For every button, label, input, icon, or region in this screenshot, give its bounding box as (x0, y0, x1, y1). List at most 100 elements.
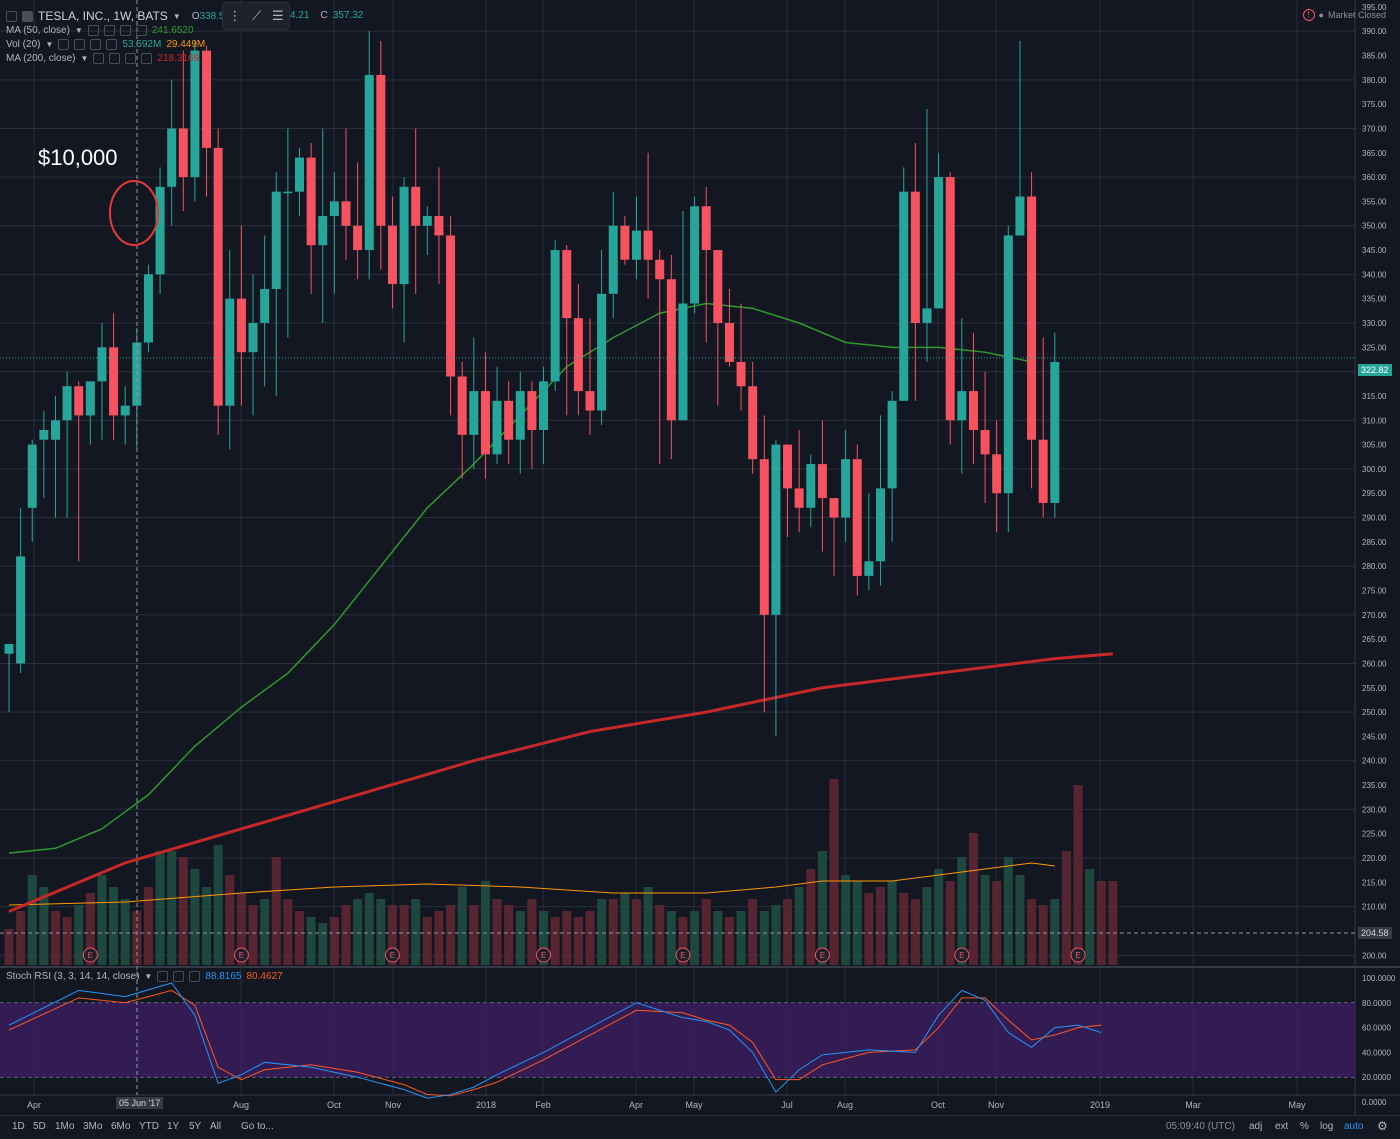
stoch-rsi-band (0, 1002, 1355, 1078)
earnings-marker-label: E (239, 951, 244, 960)
chevron-down-icon[interactable]: ▼ (172, 11, 181, 21)
timeframe-5y[interactable]: 5Y (189, 1121, 202, 1132)
timeframe-all[interactable]: All (210, 1121, 222, 1132)
gear-icon[interactable]: ⚙ (1377, 1119, 1388, 1133)
collapse-icon[interactable] (6, 10, 17, 22)
timeframe-3mo[interactable]: 3Mo (83, 1121, 103, 1132)
more-icon[interactable] (106, 39, 118, 50)
eye-icon[interactable] (93, 53, 105, 64)
candle-body (225, 298, 235, 406)
close-icon[interactable] (125, 53, 137, 64)
percent-toggle[interactable]: % (1300, 1121, 1309, 1132)
chevron-down-icon[interactable]: ▼ (45, 40, 54, 49)
volume-bar (364, 893, 374, 965)
candle-body (678, 303, 688, 421)
timeframe-6mo[interactable]: 6Mo (111, 1121, 131, 1132)
volume-bar (817, 851, 827, 965)
earnings-marker[interactable] (954, 947, 970, 963)
earnings-marker[interactable] (814, 947, 830, 963)
candle-body (422, 216, 432, 226)
earnings-marker[interactable] (536, 947, 552, 963)
x-tick-label: 2018 (476, 1100, 496, 1110)
candle-body (1027, 196, 1037, 440)
adj-toggle[interactable]: adj (1249, 1121, 1263, 1132)
volume-bar (562, 911, 572, 965)
gear-icon[interactable] (74, 39, 86, 50)
volume-bar (213, 845, 223, 965)
timeframe-5d[interactable]: 5D (33, 1121, 46, 1132)
volume-bar (202, 887, 212, 965)
timeframe-1y[interactable]: 1Y (167, 1121, 180, 1132)
y-tick-label: 315.00 (1362, 392, 1387, 401)
earnings-marker[interactable] (233, 947, 249, 963)
y-tick-label: 275.00 (1362, 587, 1387, 596)
candle-body (713, 250, 723, 323)
candle-body (155, 186, 165, 275)
earnings-marker[interactable] (384, 947, 400, 963)
volume-bar (690, 911, 700, 965)
close-icon[interactable] (119, 25, 131, 36)
goto-button[interactable]: Go to... (241, 1121, 274, 1132)
gear-icon[interactable] (103, 25, 115, 36)
trend-line-icon[interactable]: ⟋ (252, 8, 262, 23)
volume-bar (992, 881, 1002, 965)
bottom-toolbar: 1D 5D 1Mo 3Mo 6Mo YTD 1Y 5Y All Go to...… (0, 1115, 1400, 1139)
eye-icon[interactable] (87, 25, 99, 36)
gear-icon[interactable] (173, 971, 185, 982)
gear-icon[interactable] (109, 53, 121, 64)
close-icon[interactable] (189, 971, 201, 982)
timeframe-1mo[interactable]: 1Mo (55, 1121, 75, 1132)
volume-bar (1050, 899, 1060, 965)
y-tick-label: 345.00 (1362, 246, 1387, 255)
earnings-marker[interactable] (675, 947, 691, 963)
volume-legend[interactable]: Vol (20) ▼ 53.592M 29.449M (6, 39, 206, 50)
eye-icon[interactable] (58, 39, 70, 50)
chevron-down-icon[interactable]: ▼ (144, 972, 153, 981)
volume-bar (469, 905, 479, 965)
candle-body (364, 74, 374, 251)
volume-bar (724, 917, 734, 965)
volume-bar (62, 917, 72, 965)
candle-body (759, 459, 769, 615)
timeframe-ytd[interactable]: YTD (139, 1121, 159, 1132)
volume-bar (422, 917, 432, 965)
log-toggle[interactable]: log (1320, 1121, 1334, 1132)
drag-handle-icon[interactable]: ⋮ (228, 8, 242, 23)
candle-body (573, 318, 583, 392)
candle-body (202, 50, 212, 148)
candle-body (480, 391, 490, 455)
candle-body (992, 454, 1002, 494)
symbol-legend[interactable]: TESLA, INC., 1W, BATS ▼ O338.50 (6, 9, 230, 23)
ma50-legend[interactable]: MA (50, close) ▼ 241.6520 (6, 25, 194, 36)
more-icon[interactable] (141, 53, 153, 64)
volume-bar (620, 893, 630, 965)
candle-body (411, 186, 421, 226)
candle-body (899, 191, 909, 401)
volume-bar (597, 899, 607, 965)
volume-bar (248, 905, 258, 965)
symbol-title[interactable]: TESLA, INC., 1W, BATS (38, 9, 168, 23)
drawing-toolbar[interactable]: ⋮ ⟋ ☰ (222, 2, 290, 30)
timeframe-1d[interactable]: 1D (12, 1121, 25, 1132)
ext-toggle[interactable]: ext (1275, 1121, 1289, 1132)
price-chart[interactable]: Apr Aug Oct Nov 2018 Feb Apr May Jul Aug Oct Nov 201… (0, 0, 1400, 1115)
eye-icon[interactable] (157, 971, 169, 982)
volume-bar (701, 899, 711, 965)
more-icon[interactable] (135, 25, 147, 36)
ma200-line (8, 652, 1114, 913)
candle-body (690, 206, 700, 304)
ohlc-low-close: 4.21 C 357.32 (290, 10, 364, 21)
earnings-marker[interactable] (82, 947, 98, 963)
y-tick-label: 230.00 (1362, 805, 1387, 814)
chevron-down-icon[interactable]: ▼ (80, 54, 89, 63)
stoch-rsi-legend[interactable]: Stoch RSI (3, 3, 14, 14, close) ▼ 88.8165… (6, 971, 283, 982)
ma200-legend[interactable]: MA (200, close) ▼ 218.3169 (6, 53, 200, 64)
earnings-marker[interactable] (1070, 947, 1086, 963)
candle-body (527, 391, 537, 430)
y-tick-label: 390.00 (1362, 27, 1387, 36)
close-icon[interactable] (90, 39, 102, 50)
chevron-down-icon[interactable]: ▼ (74, 26, 83, 35)
auto-toggle[interactable]: auto (1344, 1121, 1364, 1132)
menu-lines-icon[interactable]: ☰ (271, 8, 284, 23)
candle-body (701, 206, 711, 251)
